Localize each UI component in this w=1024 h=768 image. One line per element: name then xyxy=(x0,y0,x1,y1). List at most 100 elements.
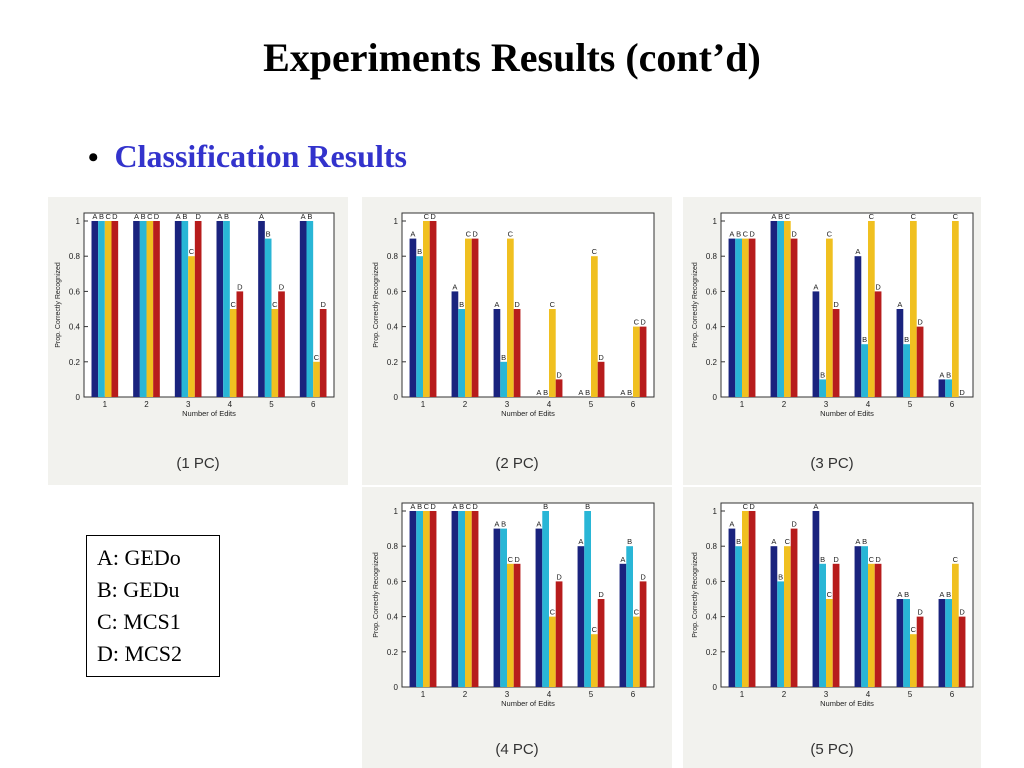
x-tick-label: 6 xyxy=(631,690,636,699)
bar-data-label: A xyxy=(536,520,541,529)
bar-data-label: A xyxy=(578,537,583,546)
bar-data-label: C xyxy=(189,247,195,256)
bar-data-label: A xyxy=(494,520,499,529)
bar-a xyxy=(619,563,627,687)
y-tick-label: 0 xyxy=(394,683,399,692)
chart-1pc: 0 0.2 0.4 0.6 0.8 1 Prop. Correctly Recognized… xyxy=(55,212,335,418)
y-tick-label: 0.6 xyxy=(387,577,399,586)
bar-c xyxy=(507,563,514,687)
bar-data-label: B xyxy=(99,212,104,221)
y-tick-label: 0.4 xyxy=(69,323,81,332)
bar-b xyxy=(861,344,868,397)
bar-data-label: A xyxy=(452,282,457,291)
bar-c xyxy=(952,563,959,687)
y-tick-label: 0 xyxy=(76,393,81,402)
bar-data-label: B xyxy=(224,212,229,221)
x-tick-label: 2 xyxy=(782,690,787,699)
bar-a xyxy=(91,221,99,397)
bar-data-label: A xyxy=(855,537,860,546)
y-tick-label: 0.8 xyxy=(706,252,718,261)
chart-caption: (5 PC) xyxy=(810,741,854,758)
bar-a xyxy=(451,291,459,397)
bar-b xyxy=(777,221,784,397)
bar-data-label: A xyxy=(729,520,734,529)
x-tick-label: 1 xyxy=(103,400,108,409)
bar-data-label: C xyxy=(508,555,514,564)
y-tick-label: 0.8 xyxy=(387,252,399,261)
x-tick-label: 5 xyxy=(269,400,274,409)
bar-b xyxy=(181,221,189,397)
chart-caption: (4 PC) xyxy=(495,741,539,758)
x-tick-label: 2 xyxy=(463,400,468,409)
bar-data-label: D xyxy=(430,212,436,221)
bar-data-label: B xyxy=(543,388,548,397)
bar-data-label: B xyxy=(417,502,422,511)
x-tick-label: 4 xyxy=(866,690,871,699)
bar-a xyxy=(493,309,501,397)
chart-caption: (3 PC) xyxy=(810,455,854,472)
bar-data-label: A xyxy=(939,370,944,379)
y-tick-label: 0.2 xyxy=(69,358,81,367)
bar-d xyxy=(236,291,244,397)
bar-c xyxy=(633,326,640,397)
y-axis-label: Prop. Correctly Recognized xyxy=(373,552,380,638)
bar-data-label: A xyxy=(771,212,776,221)
bar-b xyxy=(264,238,272,397)
bar-data-label: D xyxy=(875,282,881,291)
bar-a xyxy=(299,221,307,397)
chart-5pc: 0 0.2 0.4 0.6 0.8 1 Prop. Correctly Recognized… xyxy=(692,502,974,708)
bar-data-label: B xyxy=(141,212,146,221)
bar-d xyxy=(790,238,798,397)
bar-data-label: D xyxy=(959,608,965,617)
bar-data-label: B xyxy=(778,572,783,581)
bar-a xyxy=(938,599,946,687)
bar-d xyxy=(555,581,563,687)
x-tick-label: 3 xyxy=(824,400,829,409)
bar-data-label: A xyxy=(92,212,97,221)
bar-b xyxy=(500,528,507,687)
x-tick-label: 3 xyxy=(505,690,510,699)
y-axis-label: Prop. Correctly Recognized xyxy=(373,262,380,348)
bar-data-label: A xyxy=(620,388,625,397)
bar-data-label: C xyxy=(314,353,320,362)
x-tick-label: 3 xyxy=(505,400,510,409)
bar-data-label: C xyxy=(424,502,430,511)
bar-d xyxy=(194,221,202,397)
plot-area xyxy=(720,502,974,688)
bar-data-label: D xyxy=(875,555,881,564)
x-tick-label: 1 xyxy=(740,400,745,409)
bar-c xyxy=(465,238,472,397)
bar-data-label: D xyxy=(917,318,923,327)
bar-data-label: B xyxy=(904,590,909,599)
bar-data-label: A xyxy=(301,212,306,221)
x-tick-label: 4 xyxy=(547,400,552,409)
x-tick-label: 6 xyxy=(950,690,955,699)
x-tick-label: 2 xyxy=(782,400,787,409)
bar-a xyxy=(728,238,736,397)
bar-a xyxy=(728,528,736,687)
bar-data-label: B xyxy=(862,537,867,546)
bar-b xyxy=(139,221,147,397)
bar-d xyxy=(471,238,479,397)
bullet-item: • Classification Results xyxy=(88,138,407,175)
bar-a xyxy=(854,256,862,397)
bar-data-label: A xyxy=(176,212,181,221)
bar-data-label: A xyxy=(536,388,541,397)
bar-data-label: D xyxy=(833,300,839,309)
y-tick-label: 0.6 xyxy=(706,577,718,586)
bar-data-label: B xyxy=(946,590,951,599)
bar-b xyxy=(735,546,742,687)
bar-data-label: D xyxy=(195,212,201,221)
bar-data-label: D xyxy=(237,282,243,291)
bar-data-label: D xyxy=(749,502,755,511)
y-tick-label: 0.8 xyxy=(387,542,399,551)
y-tick-label: 0.2 xyxy=(387,358,399,367)
bar-c xyxy=(952,221,959,397)
bar-c xyxy=(313,361,320,397)
y-tick-label: 1 xyxy=(394,507,399,516)
y-tick-label: 0.6 xyxy=(706,287,718,296)
legend-item-d: D: MCS2 xyxy=(97,641,182,666)
y-tick-label: 0.8 xyxy=(69,252,81,261)
bar-c xyxy=(465,511,472,687)
bar-data-label: B xyxy=(501,353,506,362)
